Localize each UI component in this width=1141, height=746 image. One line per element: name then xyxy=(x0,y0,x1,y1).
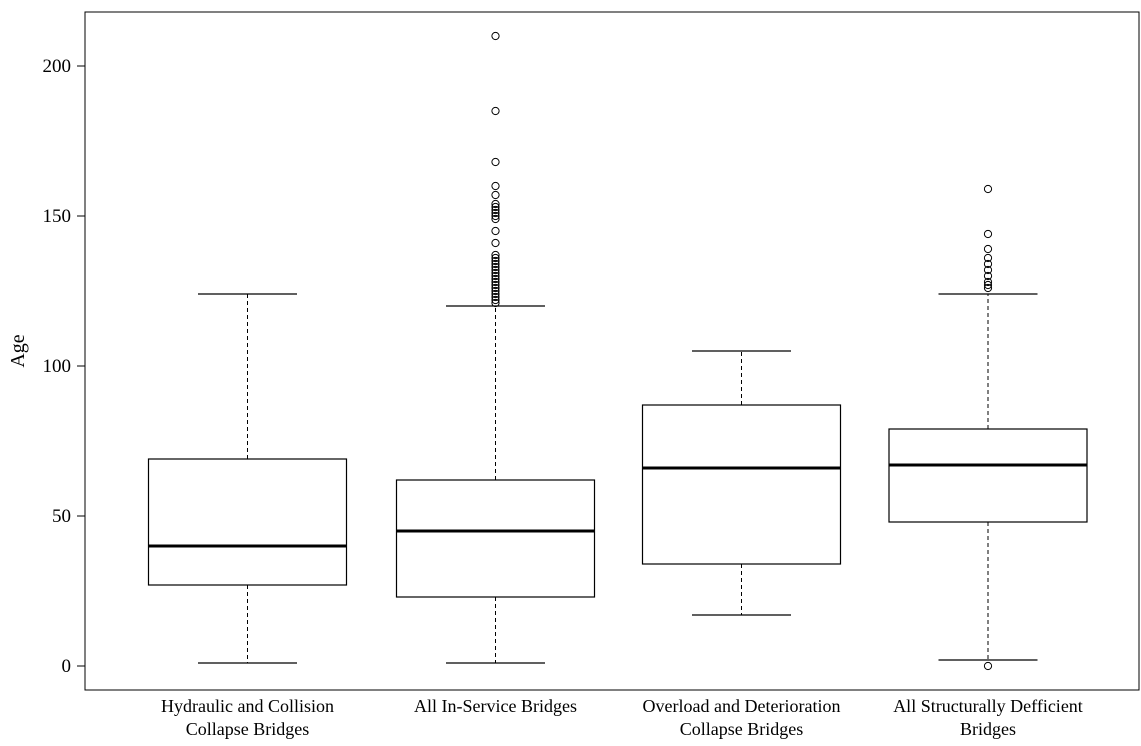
box-series xyxy=(147,31,1088,671)
outlier-point xyxy=(491,106,500,116)
outlier-point xyxy=(491,292,500,302)
outlier-point xyxy=(491,295,500,305)
outlier-point xyxy=(491,181,500,191)
iqr-box xyxy=(147,458,348,586)
outlier-point xyxy=(491,268,500,278)
outlier-point xyxy=(983,280,993,290)
outlier-point xyxy=(491,211,500,221)
outlier-point xyxy=(491,262,500,272)
outlier-point xyxy=(491,157,500,167)
iqr-box xyxy=(641,404,842,565)
category-label-1-line-2: Collapse Bridges xyxy=(186,719,310,739)
category-label-3-line-2: Collapse Bridges xyxy=(680,719,804,739)
outlier-point xyxy=(491,298,500,308)
outlier-point xyxy=(491,226,500,236)
box-4 xyxy=(888,184,1088,671)
y-tick-label-0: 0 xyxy=(62,656,72,677)
outlier-point xyxy=(491,280,500,290)
plot-frame xyxy=(84,11,1140,691)
outlier-point xyxy=(983,661,993,671)
y-axis-ticks: 0 50 100 150 200 xyxy=(43,56,85,677)
box-2 xyxy=(395,31,596,664)
y-tick-label-50: 50 xyxy=(52,506,71,527)
outlier-point xyxy=(983,253,993,263)
category-label-4-line-1: All Structurally Defficient xyxy=(893,696,1083,716)
outlier-point xyxy=(491,271,500,281)
outlier-point xyxy=(491,238,500,248)
y-tick-label-100: 100 xyxy=(43,356,72,377)
outlier-point xyxy=(491,253,500,263)
outlier-point xyxy=(491,214,500,224)
outlier-point xyxy=(491,259,500,269)
outlier-point xyxy=(983,259,993,269)
outlier-point xyxy=(491,286,500,296)
outlier-point xyxy=(491,190,500,200)
outlier-point xyxy=(491,289,500,299)
outlier-point xyxy=(491,283,500,293)
category-label-3-line-1: Overload and Deterioration xyxy=(643,696,841,716)
category-label-4-line-2: Bridges xyxy=(960,719,1016,739)
outlier-point xyxy=(491,256,500,266)
outlier-point xyxy=(491,202,500,212)
category-label-2-line-1: All In-Service Bridges xyxy=(414,696,577,716)
outlier-point xyxy=(983,244,993,254)
outlier-point xyxy=(983,265,993,275)
y-tick-label-200: 200 xyxy=(43,56,72,77)
y-tick-label-150: 150 xyxy=(43,206,72,227)
outlier-point xyxy=(491,277,500,287)
y-axis-title: Age xyxy=(7,334,29,367)
outlier-point xyxy=(983,277,993,287)
outlier-point xyxy=(983,271,993,281)
outlier-point xyxy=(491,208,500,218)
box-1 xyxy=(147,293,348,664)
outlier-point xyxy=(491,265,500,275)
outlier-point xyxy=(983,184,993,194)
box-3 xyxy=(641,350,842,616)
outlier-point xyxy=(491,199,500,209)
outlier-point xyxy=(491,31,500,41)
iqr-box xyxy=(888,428,1088,523)
outlier-point xyxy=(491,274,500,284)
category-label-1-line-1: Hydraulic and Collision xyxy=(161,696,334,716)
iqr-box xyxy=(395,479,596,598)
outlier-point xyxy=(491,205,500,215)
outlier-point xyxy=(491,250,500,260)
outlier-point xyxy=(983,283,993,293)
outlier-point xyxy=(983,229,993,239)
category-labels: Hydraulic and Collision Collapse Bridges A… xyxy=(161,696,1083,739)
